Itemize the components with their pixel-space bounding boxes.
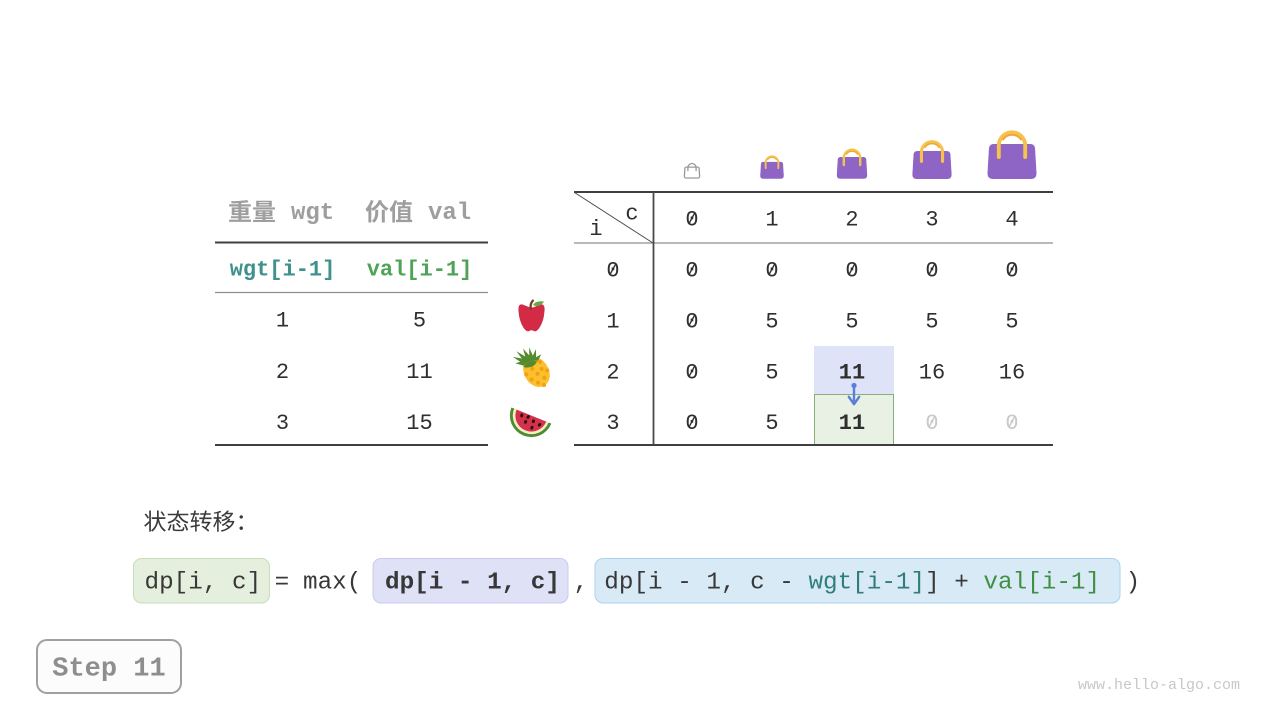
- svg-text:3: 3: [925, 208, 938, 233]
- svg-text:11: 11: [406, 360, 432, 385]
- svg-text:=: =: [275, 569, 290, 596]
- svg-text:5: 5: [413, 309, 426, 334]
- svg-text:Step 11: Step 11: [52, 655, 165, 685]
- svg-text:0: 0: [1005, 411, 1018, 436]
- svg-text:wgt[i-1]: wgt[i-1]: [230, 258, 336, 283]
- svg-text:11: 11: [839, 411, 865, 436]
- svg-text:1: 1: [606, 310, 619, 335]
- svg-text:3: 3: [276, 411, 289, 436]
- svg-text:0: 0: [685, 208, 698, 233]
- svg-text:16: 16: [999, 361, 1025, 386]
- svg-text:i: i: [589, 217, 602, 242]
- svg-text:0: 0: [845, 259, 858, 284]
- svg-text:max(: max(: [303, 569, 361, 596]
- svg-text:16: 16: [919, 361, 945, 386]
- svg-text:www.hello-algo.com: www.hello-algo.com: [1078, 677, 1240, 694]
- svg-text:2: 2: [276, 360, 289, 385]
- svg-text:15: 15: [406, 411, 432, 436]
- svg-text:0: 0: [1005, 259, 1018, 284]
- svg-text:1: 1: [276, 309, 289, 334]
- svg-text:0: 0: [925, 411, 938, 436]
- svg-text:dp[i, c]: dp[i, c]: [145, 569, 262, 596]
- svg-text:0: 0: [606, 259, 619, 284]
- svg-text:5: 5: [765, 310, 778, 335]
- svg-text:2: 2: [845, 208, 858, 233]
- svg-text:val[i-1]: val[i-1]: [367, 258, 473, 283]
- svg-text:val: val: [428, 200, 471, 227]
- svg-text:dp[i - 1, c]: dp[i - 1, c]: [385, 569, 560, 596]
- svg-text:11: 11: [839, 361, 865, 386]
- svg-text:2: 2: [606, 361, 619, 386]
- svg-text:,: ,: [574, 569, 589, 596]
- svg-text:1: 1: [765, 208, 778, 233]
- svg-text:0: 0: [925, 259, 938, 284]
- svg-text:5: 5: [845, 310, 858, 335]
- svg-text:4: 4: [1005, 208, 1018, 233]
- svg-text:3: 3: [606, 411, 619, 436]
- svg-text:0: 0: [765, 259, 778, 284]
- svg-text:0: 0: [685, 310, 698, 335]
- svg-text:5: 5: [925, 310, 938, 335]
- svg-text:5: 5: [765, 411, 778, 436]
- svg-text:c: c: [625, 202, 638, 227]
- svg-text:5: 5: [765, 361, 778, 386]
- svg-text:wgt: wgt: [291, 200, 334, 227]
- svg-text:0: 0: [685, 259, 698, 284]
- svg-text:5: 5: [1005, 310, 1018, 335]
- svg-text:0: 0: [685, 361, 698, 386]
- svg-text:): ): [1126, 569, 1141, 596]
- svg-text:dp[i - 1, c - wgt[i-1]] + val[: dp[i - 1, c - wgt[i-1]] + val[i-1]: [604, 569, 1100, 596]
- svg-text:0: 0: [685, 411, 698, 436]
